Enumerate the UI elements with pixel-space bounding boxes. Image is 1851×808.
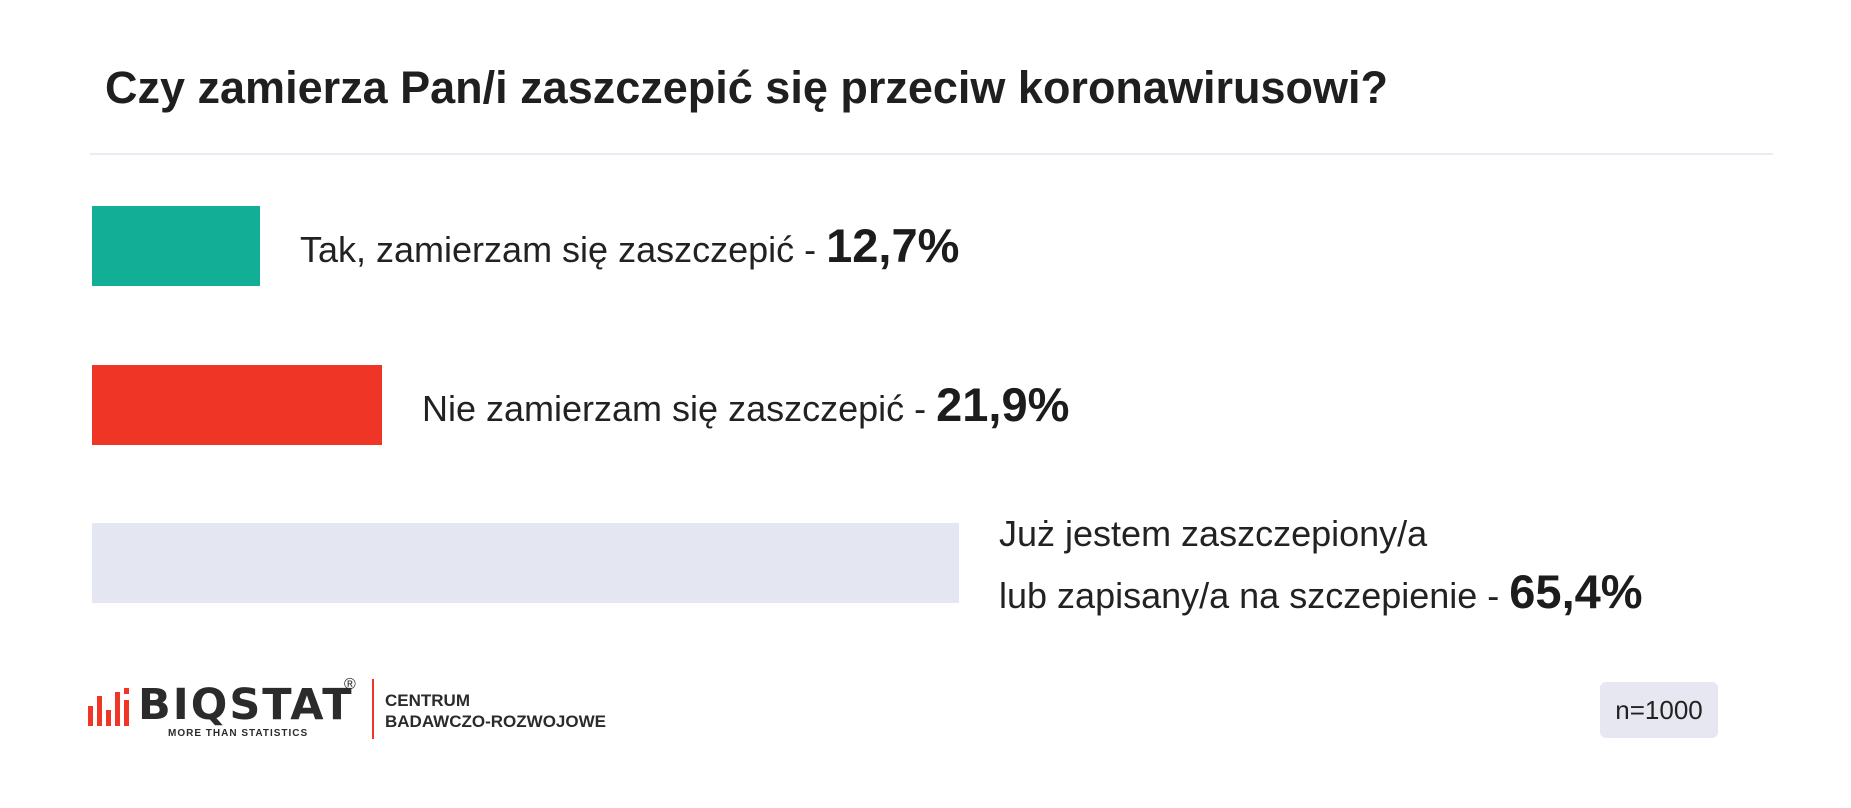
logo-center-line2: BADAWCZO-ROZWOJOWE <box>385 712 606 731</box>
bar-label-line: lub zapisany/a na szczepienie - 65,4% <box>999 563 1643 621</box>
bar-value-label: 12,7% <box>826 219 960 272</box>
bar-label-3: Już jestem zaszczepiony/a lub zapisany/a … <box>999 505 1643 621</box>
sample-size-badge: n=1000 <box>1600 682 1718 738</box>
logo-center-name: CENTRUM BADAWCZO-ROZWOJOWE <box>385 690 606 732</box>
bar-value-label: 21,9% <box>936 378 1070 431</box>
bar-label-line: Już jestem zaszczepiony/a <box>999 505 1643 563</box>
bar-category-text: Już jestem zaszczepiony/a <box>999 513 1428 554</box>
title-divider <box>90 153 1773 155</box>
bar-value-label: 65,4% <box>1509 565 1643 618</box>
bar-category-text: lub zapisany/a na szczepienie - <box>999 575 1510 616</box>
logo-brand-text: BIQSTAT <box>138 680 354 730</box>
biostat-logo: BIQSTAT ® MORE THAN STATISTICS CENTRUM B… <box>88 676 648 740</box>
bar-label-line: Tak, zamierzam się zaszczepić - 12,7% <box>300 217 959 275</box>
logo-bars-icon <box>88 688 129 726</box>
bar-label-2: Nie zamierzam się zaszczepić - 21,9% <box>422 376 1069 434</box>
logo-tagline: MORE THAN STATISTICS <box>168 728 309 739</box>
bar-label-line: Nie zamierzam się zaszczepić - 21,9% <box>422 376 1069 434</box>
logo-separator <box>372 679 374 739</box>
bar-3 <box>92 523 959 603</box>
bar-2 <box>92 365 382 445</box>
bar-category-text: Tak, zamierzam się zaszczepić - <box>300 229 827 270</box>
bar-category-text: Nie zamierzam się zaszczepić - <box>422 388 937 429</box>
chart-title: Czy zamierza Pan/i zaszczepić się przeci… <box>105 62 1388 113</box>
registered-mark: ® <box>344 676 356 693</box>
bar-1 <box>92 206 260 286</box>
bar-label-1: Tak, zamierzam się zaszczepić - 12,7% <box>300 217 959 275</box>
logo-center-line1: CENTRUM <box>385 691 470 710</box>
